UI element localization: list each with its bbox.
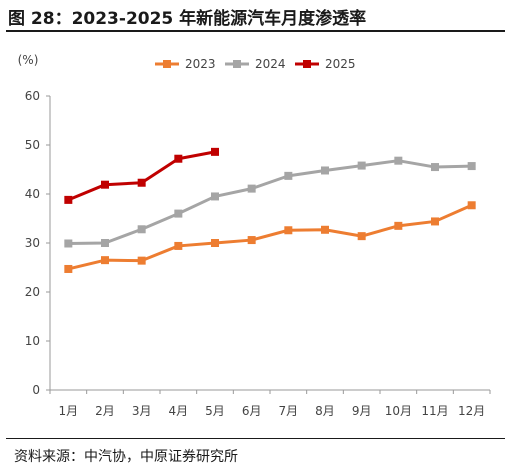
legend-swatch-marker	[163, 60, 171, 68]
legend-item-2025: 2025	[295, 57, 356, 71]
y-tick-label: 40	[25, 187, 40, 201]
data-point	[394, 221, 403, 230]
data-point	[137, 178, 146, 187]
y-axis-unit-label: (%)	[18, 53, 39, 67]
data-point	[321, 166, 329, 175]
y-tick-label: 60	[25, 89, 40, 103]
data-point	[467, 201, 476, 210]
data-point	[321, 225, 329, 234]
x-tick-label: 6月	[242, 404, 262, 418]
chart-legend: 2023 2024 2025	[155, 57, 356, 71]
y-tick-label: 30	[25, 236, 40, 250]
y-tick-label: 10	[25, 334, 40, 348]
y-tick-label: 50	[25, 138, 40, 152]
data-point	[284, 226, 293, 235]
data-point	[101, 180, 109, 189]
figure-title: 图 28：2023-2025 年新能源汽车月度渗透率	[8, 9, 367, 29]
x-tick-label: 3月	[132, 404, 152, 418]
legend-swatch-marker	[303, 60, 311, 68]
data-point	[137, 256, 146, 265]
source-note: 资料来源：中汽协，中原证券研究所	[14, 449, 238, 465]
series-line-2025	[67, 150, 216, 202]
data-point	[467, 162, 476, 171]
data-point	[174, 209, 183, 218]
legend-item-2023: 2023	[155, 57, 216, 71]
data-point	[394, 156, 403, 165]
x-tick-label: 12月	[458, 404, 485, 418]
data-point	[211, 147, 219, 156]
x-tick-label: 7月	[279, 404, 299, 418]
data-point	[101, 239, 109, 247]
series-2025	[64, 147, 219, 204]
data-point	[247, 184, 256, 193]
data-point	[431, 217, 439, 226]
data-point	[247, 236, 256, 245]
legend-item-2024: 2024	[225, 57, 286, 71]
x-tick-label: 5月	[205, 404, 225, 418]
data-point	[174, 241, 183, 250]
series-line-2023	[67, 203, 473, 271]
x-tick-label: 2月	[95, 404, 115, 418]
y-tick-label: 0	[32, 383, 40, 397]
data-point	[211, 239, 219, 247]
data-point	[137, 225, 146, 234]
x-tick-label: 1月	[59, 404, 79, 418]
series-2024	[64, 156, 476, 248]
x-tick-label: 10月	[385, 404, 412, 418]
data-point	[284, 171, 293, 180]
line-chart: (%) 2023 2024 2025 0 10 20 30 40 50 60 1月 2月 3月 4月 5月…	[18, 53, 491, 418]
x-tick-label: 8月	[315, 404, 335, 418]
data-point	[174, 154, 183, 163]
source-rule	[6, 438, 505, 439]
chart-series	[64, 147, 476, 273]
data-point	[64, 264, 73, 273]
data-point	[211, 192, 219, 201]
x-tick-label: 4月	[169, 404, 189, 418]
data-point	[431, 163, 439, 172]
legend-label: 2025	[325, 57, 356, 71]
title-rule	[6, 30, 505, 32]
series-line-2024	[68, 159, 472, 245]
x-tick-label: 9月	[352, 404, 372, 418]
y-tick-label: 20	[25, 285, 40, 299]
data-point	[101, 256, 109, 265]
series-2023	[64, 201, 476, 273]
data-point	[357, 161, 366, 170]
legend-label: 2023	[185, 57, 216, 71]
data-point	[357, 232, 366, 241]
legend-label: 2024	[255, 57, 286, 71]
chart-axes: 0 10 20 30 40 50 60 1月 2月 3月 4月 5月 6月 7月 8月 9月 10月 11月 12月	[25, 89, 491, 418]
data-point	[64, 195, 73, 204]
legend-swatch-marker	[233, 60, 241, 68]
data-point	[64, 239, 73, 248]
x-tick-label: 11月	[421, 404, 448, 418]
